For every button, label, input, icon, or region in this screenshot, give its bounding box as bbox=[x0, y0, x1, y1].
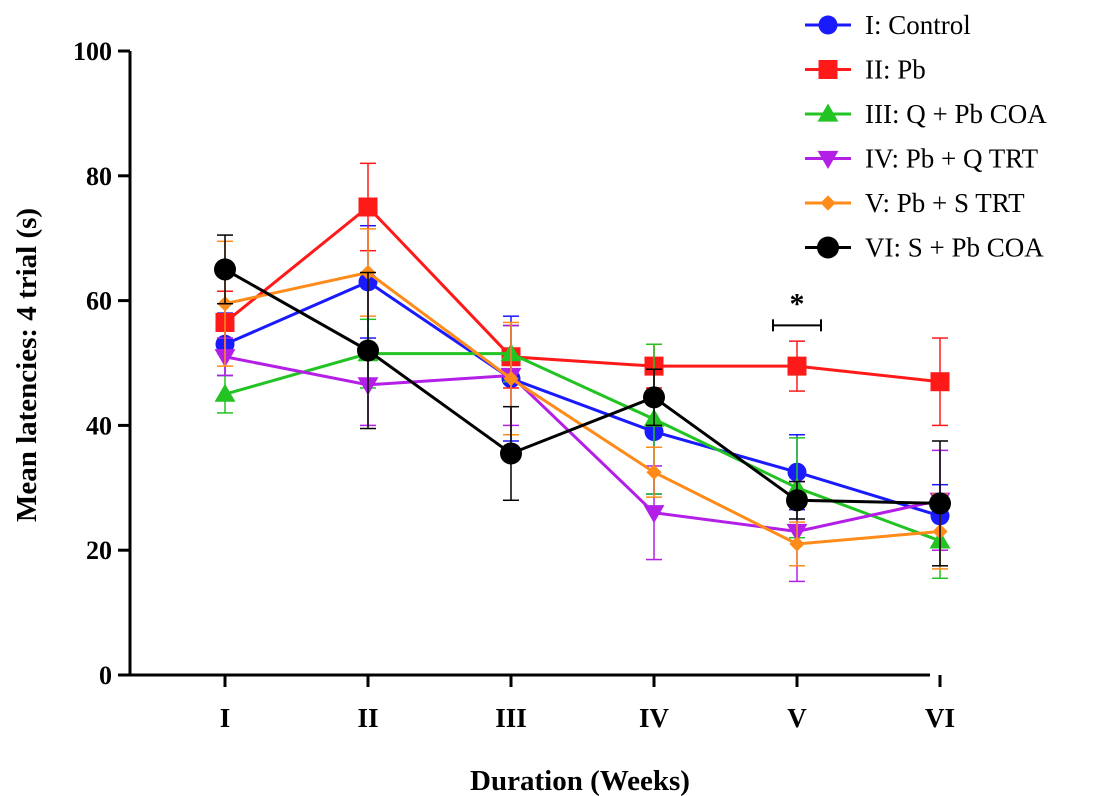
y-axis-ticks: 0 20 40 60 80 100 bbox=[73, 37, 130, 690]
x-tick-label: III bbox=[495, 703, 527, 733]
y-tick-label: 80 bbox=[86, 162, 112, 191]
x-tick-label: IV bbox=[639, 703, 670, 733]
legend-marker bbox=[819, 16, 838, 35]
x-tick-label: VI bbox=[925, 703, 955, 733]
y-axis-title: Mean latencies: 4 trial (s) bbox=[11, 208, 43, 522]
x-tick-label: II bbox=[357, 703, 378, 733]
series-line bbox=[225, 282, 940, 516]
x-tick-label: V bbox=[787, 703, 807, 733]
x-axis-ticks: I II III IV V VI bbox=[220, 675, 955, 733]
legend-item: I: Control bbox=[805, 10, 971, 40]
series-line bbox=[225, 273, 940, 544]
data-point bbox=[357, 340, 379, 362]
legend-item: IV: Pb + Q TRT bbox=[805, 144, 1039, 174]
y-tick-label: 20 bbox=[86, 536, 112, 565]
series-line bbox=[225, 354, 940, 541]
legend-item: V: Pb + S TRT bbox=[805, 188, 1025, 218]
series-line bbox=[225, 357, 940, 532]
data-point bbox=[214, 258, 236, 280]
data-point bbox=[786, 489, 808, 511]
y-tick-label: 0 bbox=[99, 661, 112, 690]
series-layer bbox=[214, 163, 951, 581]
series-v bbox=[217, 229, 948, 569]
series-vi bbox=[214, 235, 951, 566]
legend-item: III: Q + Pb COA bbox=[805, 99, 1047, 129]
y-tick-label: 100 bbox=[73, 37, 112, 66]
y-tick-label: 40 bbox=[86, 411, 112, 440]
legend-label: V: Pb + S TRT bbox=[865, 188, 1025, 218]
legend-marker bbox=[819, 60, 838, 79]
significance-asterisk: * bbox=[790, 287, 805, 320]
x-axis-title: Duration (Weeks) bbox=[470, 765, 690, 796]
series-line bbox=[225, 207, 940, 382]
legend-marker bbox=[817, 237, 839, 259]
legend-item: II: Pb bbox=[805, 55, 926, 85]
legend-label: II: Pb bbox=[865, 55, 926, 85]
legend-label: IV: Pb + Q TRT bbox=[865, 144, 1039, 174]
x-tick-label: I bbox=[220, 703, 231, 733]
legend-marker bbox=[820, 195, 835, 210]
data-point bbox=[788, 357, 807, 376]
legend-label: VI: S + Pb COA bbox=[865, 233, 1044, 263]
axes bbox=[129, 51, 931, 677]
legend-label: I: Control bbox=[865, 10, 971, 40]
annotation-layer: * bbox=[773, 287, 821, 331]
data-point bbox=[500, 442, 522, 464]
data-point bbox=[646, 465, 661, 480]
legend: I: Control II: Pb III: Q + Pb COA IV: Pb + … bbox=[805, 10, 1047, 263]
y-tick-label: 60 bbox=[86, 287, 112, 316]
data-point bbox=[931, 372, 950, 391]
legend-item: VI: S + Pb COA bbox=[805, 233, 1044, 263]
legend-label: III: Q + Pb COA bbox=[865, 99, 1047, 129]
data-point bbox=[789, 536, 804, 551]
data-point bbox=[359, 198, 378, 217]
series-iv bbox=[215, 326, 951, 582]
data-point bbox=[929, 492, 951, 514]
data-point bbox=[643, 386, 665, 408]
